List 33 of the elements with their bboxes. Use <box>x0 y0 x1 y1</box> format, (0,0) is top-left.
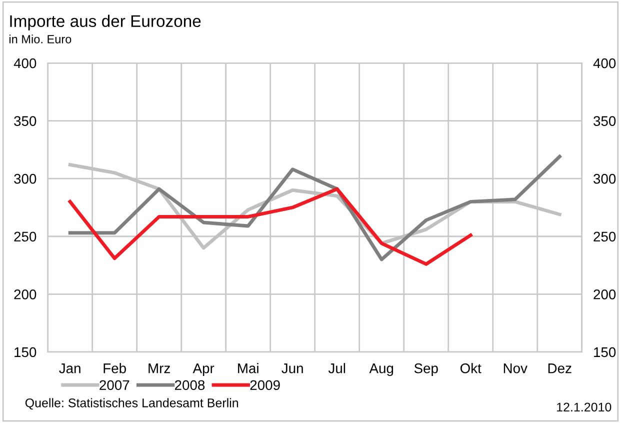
y-tick-label: 300 <box>14 174 36 184</box>
y2-tick-label: 300 <box>594 174 616 184</box>
y-tick-label: 400 <box>14 58 36 68</box>
legend-label: 2007 <box>100 380 130 390</box>
chart-subtitle: in Mio. Euro <box>9 34 72 44</box>
x-tick-label: Jul <box>328 363 346 374</box>
y-tick-label: 150 <box>14 347 36 358</box>
y2-tick-label: 150 <box>594 347 616 358</box>
line-series <box>68 187 472 266</box>
x-tick-label: Okt <box>460 363 482 374</box>
source-note: Quelle: Statistisches Landesamt Berlin <box>25 398 238 410</box>
chart-title: Importe aus der Eurozone <box>10 14 201 30</box>
x-tick-label: Dez <box>548 364 572 374</box>
y2-tick-label: 350 <box>594 116 616 126</box>
x-tick-label: Feb <box>104 363 126 374</box>
y2-tick-label: 250 <box>594 232 616 242</box>
y-tick-label: 200 <box>14 289 36 300</box>
text: 12.1.2010 <box>557 402 612 412</box>
x-tick-label: Aug <box>369 364 394 376</box>
x-tick-label: Sep <box>414 363 438 376</box>
legend-label: 2008 <box>174 380 205 390</box>
legend-label: 2009 <box>250 380 280 390</box>
y-tick-label: 350 <box>14 116 36 126</box>
line-series <box>68 154 562 262</box>
x-tick-label: Jun <box>282 364 303 374</box>
y2-tick-label: 400 <box>593 58 616 68</box>
x-tick-label: Nov <box>504 364 528 374</box>
x-tick-label: Mai <box>238 363 258 374</box>
x-tick-label: Mrz <box>148 364 170 374</box>
y-tick-label: 250 <box>14 232 36 242</box>
x-tick-label: Apr <box>192 364 214 376</box>
x-tick-label: Jan <box>59 364 80 374</box>
y2-tick-label: 200 <box>594 289 616 300</box>
